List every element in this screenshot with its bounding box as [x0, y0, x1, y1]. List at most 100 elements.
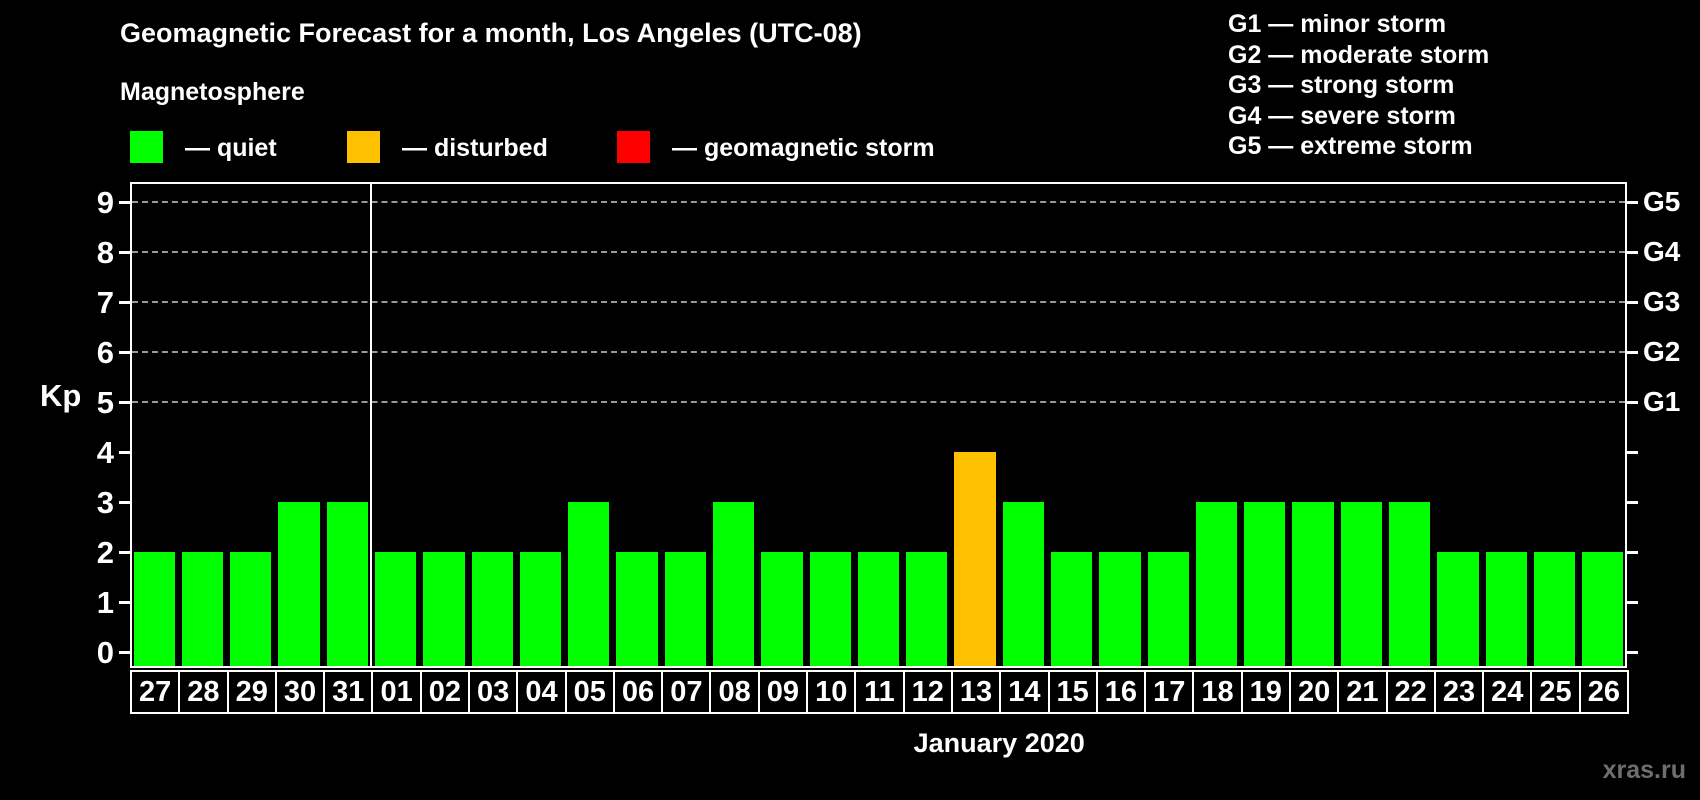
axis-tick-right-kp1	[1627, 601, 1638, 604]
bar-day-08	[712, 502, 755, 666]
day-label-09: 09	[757, 670, 809, 714]
legend-label-quiet: — quiet	[185, 134, 277, 162]
axis-tick-left-kp4	[119, 451, 130, 454]
bar-day-31	[326, 502, 368, 666]
y-tick-label-0: 0	[96, 635, 114, 670]
day-label-20: 20	[1288, 670, 1340, 714]
day-label-06: 06	[612, 670, 664, 714]
storm-scale-entry-g4: G4 — severe storm	[1228, 101, 1456, 130]
axis-tick-right-kp3	[1627, 501, 1638, 504]
y-tick-label-9: 9	[96, 185, 114, 220]
bar-day-14	[1002, 502, 1044, 666]
axis-tick-right-kp6	[1627, 351, 1638, 354]
axis-tick-left-kp1	[119, 601, 130, 604]
bar-day-06	[616, 552, 658, 666]
gridline-kp5	[132, 401, 1625, 403]
legend-swatch-disturbed	[347, 131, 380, 163]
bar-day-22	[1389, 502, 1431, 666]
axis-tick-left-kp3	[119, 501, 130, 504]
day-label-07: 07	[661, 670, 712, 714]
month-label: January 2020	[913, 728, 1085, 758]
day-label-31: 31	[323, 670, 374, 714]
axis-tick-left-kp9	[119, 201, 130, 204]
bar-day-25	[1533, 552, 1576, 666]
axis-tick-right-kp2	[1627, 551, 1638, 554]
bar-day-27	[133, 552, 175, 666]
bar-day-19	[1244, 502, 1286, 666]
day-label-28: 28	[178, 670, 229, 714]
bar-day-30	[278, 502, 320, 666]
day-label-24: 24	[1482, 670, 1533, 714]
bar-day-11	[857, 552, 900, 666]
bar-day-23	[1437, 552, 1479, 666]
day-label-18: 18	[1192, 670, 1243, 714]
y-tick-label-7: 7	[96, 285, 114, 320]
kp-axis-label: Kp	[40, 378, 82, 413]
day-label-10: 10	[806, 670, 857, 714]
bar-day-13	[954, 452, 996, 666]
day-label-14: 14	[999, 670, 1050, 714]
bar-day-28	[181, 552, 224, 666]
axis-tick-left-kp8	[119, 251, 130, 254]
storm-scale-entry-g1: G1 — minor storm	[1228, 10, 1447, 38]
g-level-label-g3: G3	[1643, 286, 1681, 317]
axis-tick-left-kp7	[119, 301, 130, 304]
bar-day-26	[1582, 552, 1624, 666]
month-separator	[370, 182, 373, 668]
storm-scale-entry-g3: G3 — strong storm	[1228, 71, 1455, 99]
day-label-29: 29	[226, 670, 277, 714]
bar-day-20	[1292, 502, 1334, 666]
day-label-17: 17	[1144, 670, 1195, 714]
axis-tick-right-kp5	[1627, 401, 1638, 404]
day-label-01: 01	[371, 670, 422, 714]
y-tick-label-6: 6	[96, 335, 114, 370]
axis-tick-left-kp2	[119, 551, 130, 554]
bar-day-02	[423, 552, 465, 666]
day-label-04: 04	[516, 670, 567, 714]
axis-tick-right-kp9	[1627, 201, 1638, 204]
g-level-label-g5: G5	[1643, 186, 1681, 217]
bar-day-10	[809, 552, 851, 666]
chart-title: Geomagnetic Forecast for a month, Los An…	[120, 18, 862, 48]
day-label-12: 12	[902, 670, 953, 714]
day-label-13: 13	[950, 670, 1002, 714]
day-label-25: 25	[1530, 670, 1581, 714]
day-label-11: 11	[854, 670, 905, 714]
day-label-30: 30	[274, 670, 326, 714]
plot-border	[130, 182, 1627, 668]
day-label-05: 05	[564, 670, 615, 714]
bar-day-01	[374, 552, 417, 666]
legend-swatch-quiet	[130, 131, 163, 163]
g-level-label-g1: G1	[1643, 386, 1681, 417]
gridline-kp7	[132, 301, 1625, 303]
legend-label-disturbed: — disturbed	[402, 134, 548, 162]
gridline-kp6	[132, 351, 1625, 353]
bar-day-29	[230, 552, 272, 666]
axis-tick-right-kp0	[1627, 651, 1638, 654]
day-label-27: 27	[130, 670, 181, 714]
day-label-16: 16	[1095, 670, 1147, 714]
y-tick-label-5: 5	[96, 385, 114, 420]
day-label-21: 21	[1337, 670, 1388, 714]
day-label-19: 19	[1240, 670, 1291, 714]
bar-day-16	[1099, 552, 1141, 666]
y-tick-label-2: 2	[96, 535, 114, 570]
bar-day-05	[568, 502, 610, 666]
y-tick-label-1: 1	[96, 585, 114, 620]
bar-day-15	[1051, 552, 1093, 666]
y-tick-label-3: 3	[96, 485, 114, 520]
axis-tick-left-kp0	[119, 651, 130, 654]
gridline-kp8	[132, 251, 1625, 253]
y-tick-label-4: 4	[96, 435, 114, 470]
axis-tick-left-kp5	[119, 401, 130, 404]
watermark: xras.ru	[1602, 756, 1686, 784]
day-label-15: 15	[1047, 670, 1098, 714]
axis-tick-right-kp7	[1627, 301, 1638, 304]
day-label-08: 08	[709, 670, 760, 714]
bar-day-07	[664, 552, 706, 666]
axis-tick-left-kp6	[119, 351, 130, 354]
storm-scale-entry-g2: G2 — moderate storm	[1228, 40, 1490, 69]
bar-day-24	[1485, 552, 1527, 666]
legend-label-geomagnetic-storm: — geomagnetic storm	[672, 134, 935, 162]
